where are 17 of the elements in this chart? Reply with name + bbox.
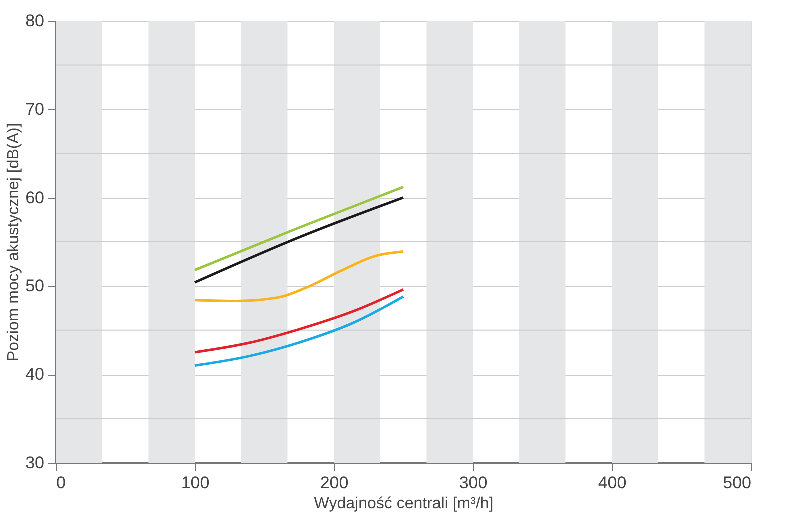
x-tick-label: 100 xyxy=(181,474,210,492)
x-tick-label: 400 xyxy=(598,474,627,492)
line-series xyxy=(194,288,405,354)
x-axis-title: Wydajność centrali [m³/h] xyxy=(314,496,494,512)
line-series xyxy=(194,250,405,302)
x-tick-label: 0 xyxy=(56,474,66,492)
y-tick-label: 50 xyxy=(26,276,44,296)
y-tick-label: 40 xyxy=(26,365,44,384)
x-tick-label: 300 xyxy=(459,474,488,492)
y-tick-label: 80 xyxy=(26,12,44,30)
x-tick-label: 500 xyxy=(723,474,752,492)
y-axis-title: Poziom mocy akustycznej [dB(A)] xyxy=(6,123,23,362)
y-tick-label: 30 xyxy=(26,454,44,472)
line-series xyxy=(194,296,405,368)
y-tick-label: 60 xyxy=(26,188,44,208)
x-tick-label: 200 xyxy=(320,474,349,492)
y-tick-label: 70 xyxy=(26,100,44,119)
